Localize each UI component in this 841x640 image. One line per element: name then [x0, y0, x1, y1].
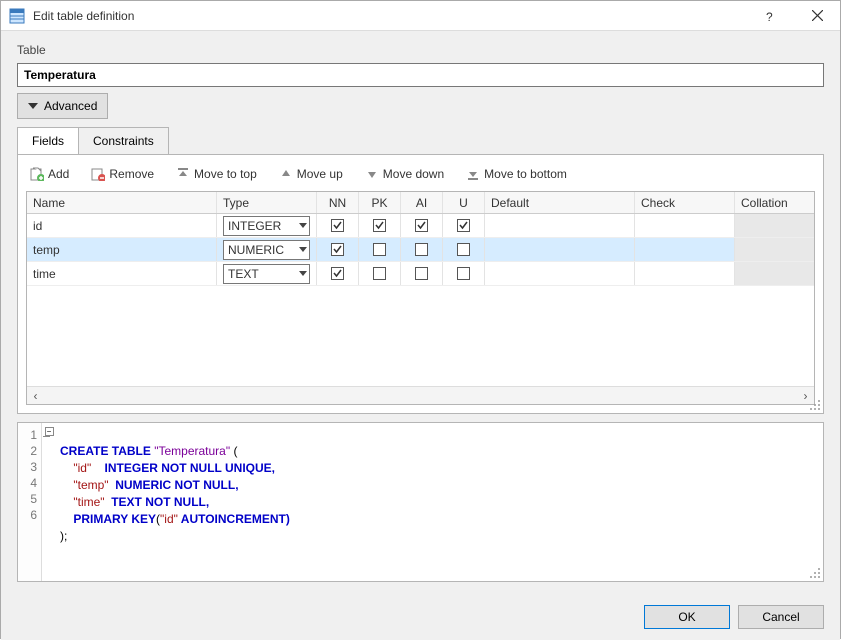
checkbox[interactable] — [331, 219, 344, 232]
chevron-down-icon — [28, 103, 38, 109]
move-top-button[interactable]: Move to top — [176, 167, 257, 181]
row-collation[interactable] — [735, 214, 814, 237]
row-default[interactable] — [485, 214, 635, 237]
row-check[interactable] — [635, 214, 735, 237]
dialog-footer: OK Cancel — [1, 594, 840, 640]
window-title: Edit table definition — [33, 9, 748, 23]
chevron-down-icon — [299, 223, 307, 228]
svg-text:?: ? — [766, 10, 773, 23]
table-name-input[interactable] — [17, 63, 824, 87]
row-type[interactable]: TEXT — [217, 262, 317, 285]
checkbox[interactable] — [415, 243, 428, 256]
row-ai[interactable] — [401, 262, 443, 285]
row-collation[interactable] — [735, 262, 814, 285]
checkbox[interactable] — [457, 267, 470, 280]
checkbox[interactable] — [331, 267, 344, 280]
col-default[interactable]: Default — [485, 192, 635, 213]
add-icon — [30, 167, 44, 181]
app-icon — [9, 8, 25, 24]
row-collation[interactable] — [735, 238, 814, 261]
table-row[interactable]: temp NUMERIC — [27, 238, 814, 262]
tab-strip: Fields Constraints — [17, 127, 824, 154]
col-pk[interactable]: PK — [359, 192, 401, 213]
horizontal-scrollbar[interactable]: ‹ › — [27, 386, 814, 404]
resize-grip-icon[interactable] — [809, 567, 821, 579]
cancel-button[interactable]: Cancel — [738, 605, 824, 629]
table-row[interactable]: time TEXT — [27, 262, 814, 286]
checkbox[interactable] — [457, 219, 470, 232]
col-type[interactable]: Type — [217, 192, 317, 213]
chevron-down-icon — [299, 271, 307, 276]
move-top-icon — [176, 167, 190, 181]
fold-minus-icon[interactable]: − — [45, 427, 54, 436]
move-bottom-button[interactable]: Move to bottom — [466, 167, 567, 181]
type-select[interactable]: TEXT — [223, 264, 310, 284]
row-name[interactable]: time — [27, 262, 217, 285]
col-u[interactable]: U — [443, 192, 485, 213]
row-default[interactable] — [485, 262, 635, 285]
col-ai[interactable]: AI — [401, 192, 443, 213]
checkbox[interactable] — [457, 243, 470, 256]
row-nn[interactable] — [317, 238, 359, 261]
add-button[interactable]: Add — [30, 167, 69, 181]
advanced-label: Advanced — [44, 99, 97, 113]
move-bottom-icon — [466, 167, 480, 181]
row-pk[interactable] — [359, 238, 401, 261]
line-gutter: 123456 — [18, 423, 42, 581]
type-select[interactable]: NUMERIC — [223, 240, 310, 260]
row-check[interactable] — [635, 238, 735, 261]
row-check[interactable] — [635, 262, 735, 285]
row-pk[interactable] — [359, 262, 401, 285]
col-name[interactable]: Name — [27, 192, 217, 213]
fields-toolbar: Add Remove Move to top Move up Move down — [26, 163, 815, 191]
close-button[interactable] — [794, 1, 840, 31]
row-type[interactable]: NUMERIC — [217, 238, 317, 261]
row-u[interactable] — [443, 238, 485, 261]
col-check[interactable]: Check — [635, 192, 735, 213]
scroll-left-icon[interactable]: ‹ — [27, 387, 44, 404]
advanced-toggle[interactable]: Advanced — [17, 93, 108, 119]
fold-region[interactable]: − — [43, 427, 55, 437]
row-u[interactable] — [443, 214, 485, 237]
checkbox[interactable] — [415, 267, 428, 280]
move-up-button[interactable]: Move up — [279, 167, 343, 181]
checkbox[interactable] — [331, 243, 344, 256]
row-name[interactable]: id — [27, 214, 217, 237]
row-ai[interactable] — [401, 214, 443, 237]
row-pk[interactable] — [359, 214, 401, 237]
checkbox[interactable] — [373, 219, 386, 232]
title-bar: Edit table definition ? — [1, 1, 840, 31]
row-type[interactable]: INTEGER — [217, 214, 317, 237]
checkbox[interactable] — [373, 243, 386, 256]
table-row[interactable]: id INTEGER — [27, 214, 814, 238]
resize-grip-icon[interactable] — [809, 399, 821, 411]
row-nn[interactable] — [317, 214, 359, 237]
move-down-button[interactable]: Move down — [365, 167, 444, 181]
remove-icon — [91, 167, 105, 181]
move-down-icon — [365, 167, 379, 181]
help-button[interactable]: ? — [748, 1, 794, 31]
row-nn[interactable] — [317, 262, 359, 285]
fields-grid: Name Type NN PK AI U Default Check Colla… — [26, 191, 815, 405]
col-collation[interactable]: Collation — [735, 192, 815, 213]
tab-constraints[interactable]: Constraints — [78, 127, 169, 154]
row-ai[interactable] — [401, 238, 443, 261]
checkbox[interactable] — [373, 267, 386, 280]
sql-code[interactable]: CREATE TABLE "Temperatura" ( "id" INTEGE… — [56, 423, 296, 581]
tab-fields[interactable]: Fields — [17, 127, 79, 154]
ok-button[interactable]: OK — [644, 605, 730, 629]
row-name[interactable]: temp — [27, 238, 217, 261]
row-default[interactable] — [485, 238, 635, 261]
table-label: Table — [17, 43, 824, 57]
move-up-icon — [279, 167, 293, 181]
grid-header: Name Type NN PK AI U Default Check Colla… — [27, 192, 814, 214]
col-nn[interactable]: NN — [317, 192, 359, 213]
row-u[interactable] — [443, 262, 485, 285]
chevron-down-icon — [299, 247, 307, 252]
table-group: Table Advanced — [17, 43, 824, 119]
checkbox[interactable] — [415, 219, 428, 232]
remove-button[interactable]: Remove — [91, 167, 154, 181]
sql-editor[interactable]: 123456 − CREATE TABLE "Temperatura" ( "i… — [17, 422, 824, 582]
type-select[interactable]: INTEGER — [223, 216, 310, 236]
